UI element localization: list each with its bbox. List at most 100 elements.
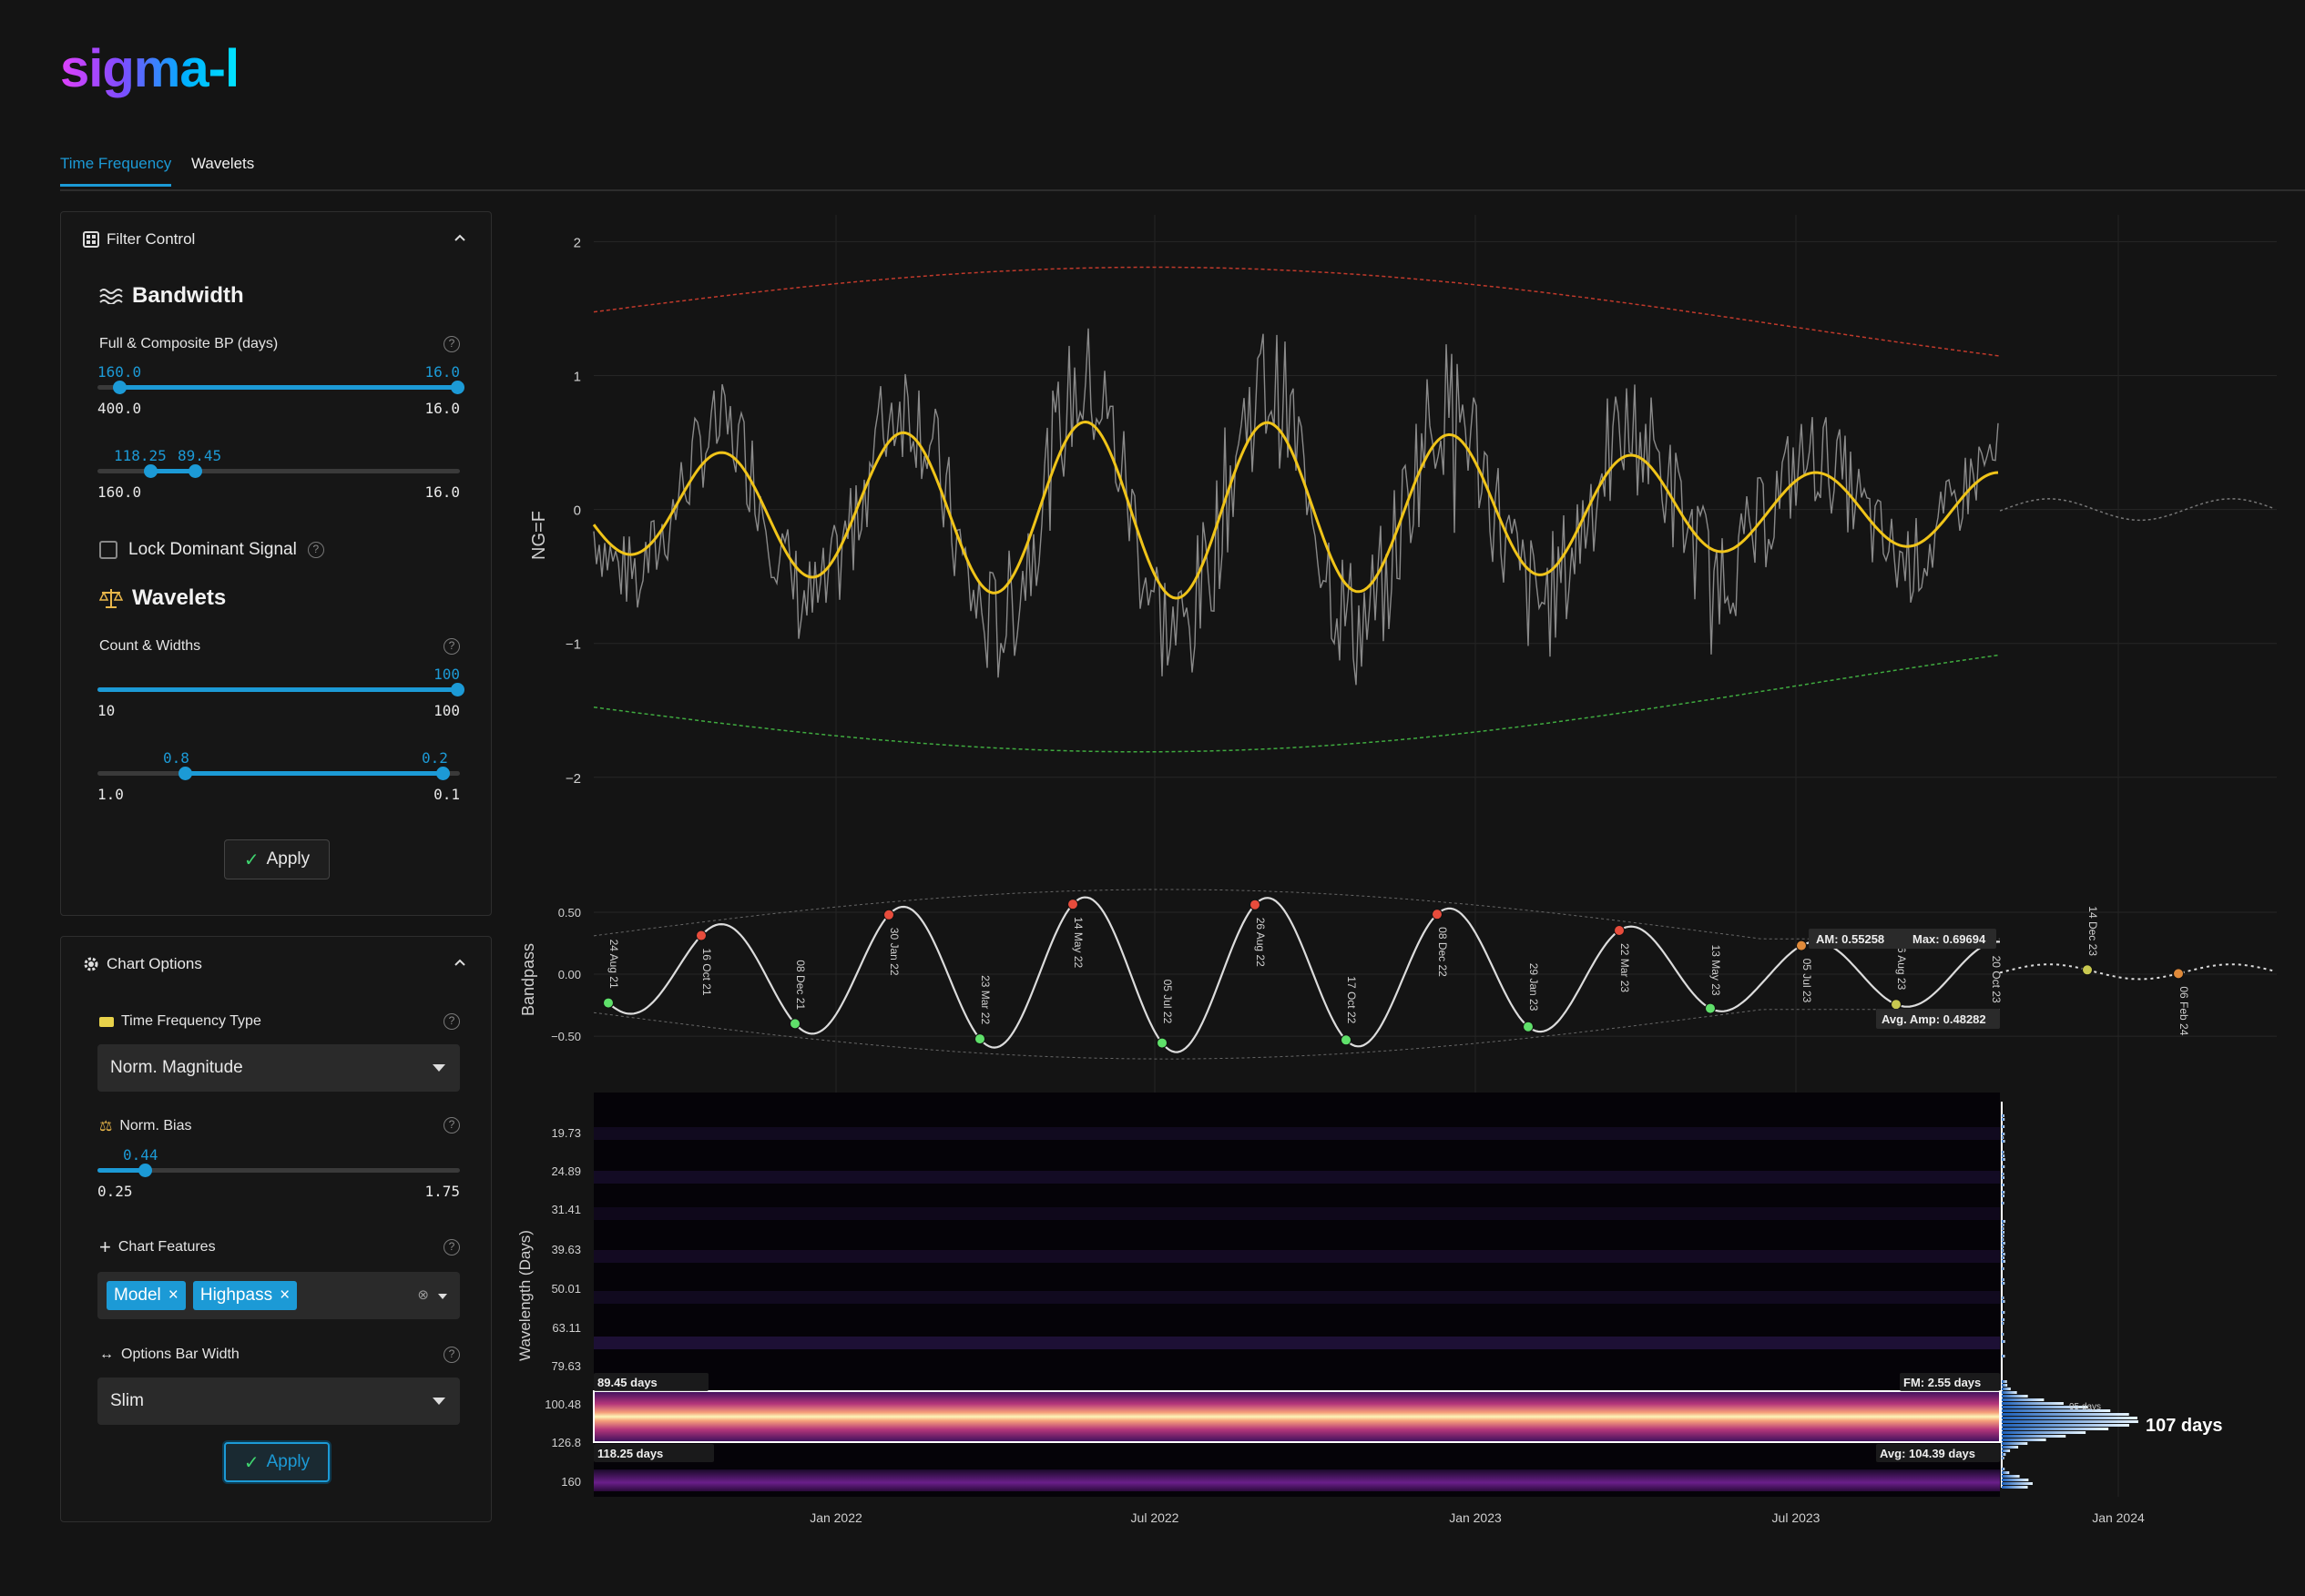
app-logo: sigma-l <box>60 39 240 98</box>
slider-thumb-high[interactable] <box>451 381 464 394</box>
remove-tag-icon[interactable]: × <box>280 1286 291 1305</box>
histogram-bar <box>2002 1438 2046 1441</box>
chart-apply-button[interactable]: ✓ Apply <box>224 1442 330 1482</box>
price-line <box>593 328 1999 686</box>
composite-bp-min: 160.0 <box>97 483 142 501</box>
slider-thumb[interactable] <box>451 683 464 696</box>
wavelet-count-value: 100 <box>433 666 460 683</box>
composite-bp-low-value: 118.25 <box>114 447 167 464</box>
help-icon[interactable]: ? <box>444 1013 460 1030</box>
help-icon[interactable]: ? <box>444 1239 460 1255</box>
histogram-bar <box>2002 1227 2004 1230</box>
norm-bias-label: Norm. Bias <box>119 1118 192 1133</box>
trough-marker <box>974 1033 985 1045</box>
lock-dominant-row[interactable]: Lock Dominant Signal ? <box>99 540 324 560</box>
histogram-bar <box>2002 1391 2017 1394</box>
peak-date-label: 24 Aug 21 <box>607 940 620 989</box>
bandwidth-title: Bandwidth <box>132 283 244 308</box>
y-tick-label: 63.11 <box>552 1321 581 1335</box>
feature-tag-model[interactable]: Model × <box>107 1281 186 1310</box>
composite-bp-range-slider[interactable]: 118.25 89.45 160.0 16.0 <box>97 447 460 502</box>
y-tick-label: 19.73 <box>551 1126 581 1140</box>
chart-apply-label: Apply <box>266 1452 311 1471</box>
y-tick-label: 0.50 <box>558 906 581 920</box>
heatmap-y-axis: 19.73 24.89 31.41 39.63 50.01 63.11 79.63 100.4… <box>545 1126 581 1489</box>
norm-bias-label-row: ⚖ Norm. Bias <box>99 1117 191 1135</box>
caret-down-icon[interactable] <box>438 1294 447 1299</box>
svg-text:Avg. Amp: 0.48282: Avg. Amp: 0.48282 <box>1882 1012 1986 1026</box>
histogram-bar <box>2002 1318 2005 1321</box>
bar-width-select[interactable]: Slim <box>97 1377 460 1425</box>
arrows-horizontal-icon: ↔ <box>99 1347 114 1362</box>
histogram-bar <box>2002 1173 2004 1175</box>
heatmap-faint-band <box>594 1250 2000 1263</box>
check-icon: ✓ <box>243 1452 260 1473</box>
price-y-axis: 2 1 0 −1 −2 <box>566 235 581 786</box>
tf-type-select[interactable]: Norm. Magnitude <box>97 1044 460 1092</box>
feature-tag-highpass[interactable]: Highpass × <box>192 1281 298 1310</box>
help-icon[interactable]: ? <box>444 1117 460 1133</box>
slider-thumb-low[interactable] <box>178 767 192 780</box>
slider-thumb-low[interactable] <box>144 464 158 478</box>
bandpass-series <box>593 889 2274 1060</box>
trough-marker <box>2082 964 2093 976</box>
check-icon: ✓ <box>243 849 260 870</box>
wavelet-widths-high-value: 0.2 <box>422 749 448 767</box>
histogram-bar <box>2002 1256 2004 1259</box>
slider-thumb-low[interactable] <box>113 381 127 394</box>
histogram-bar <box>2002 1253 2005 1255</box>
histogram-bar <box>2002 1431 2086 1434</box>
heatmap-dominant-band <box>594 1391 2000 1442</box>
y-tick-label: 79.63 <box>551 1359 581 1373</box>
wavelet-widths-slider[interactable]: 0.8 0.2 1.0 0.1 <box>97 749 460 804</box>
band-lower-label: 118.25 days <box>597 1447 663 1460</box>
band-selection-box <box>593 1390 2001 1443</box>
tab-wavelets[interactable]: Wavelets <box>191 155 255 172</box>
heatmap-faint-band <box>594 1291 2000 1304</box>
tab-bar: Time Frequency Wavelets <box>60 153 2305 191</box>
peak-date-label: 05 Jul 22 <box>1161 980 1174 1024</box>
trough-marker <box>1341 1034 1351 1046</box>
slider-thumb-high[interactable] <box>436 767 450 780</box>
help-icon[interactable]: ? <box>444 336 460 352</box>
help-icon[interactable]: ? <box>307 542 324 558</box>
histogram-bar <box>2002 1395 2028 1398</box>
tab-time-frequency[interactable]: Time Frequency <box>60 155 172 187</box>
histogram-bar <box>2002 1300 2005 1303</box>
chart-features-label-row: + Chart Features <box>99 1237 216 1257</box>
histogram-bar <box>2002 1311 2005 1314</box>
help-icon[interactable]: ? <box>444 1347 460 1363</box>
chevron-up-icon[interactable] <box>451 229 469 247</box>
bar-width-value: Slim <box>110 1391 144 1410</box>
help-icon[interactable]: ? <box>444 638 460 655</box>
peak-marker <box>1614 925 1625 937</box>
histogram-bar <box>2002 1184 2004 1186</box>
chevron-up-icon[interactable] <box>451 953 469 971</box>
time-frequency-chart[interactable]: 2 1 0 −1 −2 NG=F 24 Aug 21 16 Oct 21 08 Dec 21… <box>510 208 2295 1555</box>
balance-scale-icon <box>99 589 123 608</box>
remove-tag-icon[interactable]: × <box>168 1286 178 1305</box>
wavelet-count-max: 100 <box>433 702 460 719</box>
composite-bandpass-series <box>592 420 2274 600</box>
slider-thumb[interactable] <box>138 1164 152 1177</box>
histogram-bar <box>2002 1158 2005 1161</box>
card-icon <box>99 1016 114 1027</box>
histogram-bar <box>2002 1231 2004 1234</box>
histogram-bar <box>2002 1486 2028 1489</box>
slider-thumb-high[interactable] <box>189 464 202 478</box>
hist-small-peak-label: 95 days <box>2069 1402 2101 1412</box>
composite-bp-max: 16.0 <box>424 483 460 501</box>
norm-bias-slider[interactable]: 0.44 0.25 1.75 <box>97 1146 460 1201</box>
histogram-bar <box>2002 1235 2004 1237</box>
full-bp-range-slider[interactable]: 160.0 16.0 400.0 16.0 <box>97 363 464 418</box>
peak-date-label: 13 May 23 <box>1709 945 1722 996</box>
peak-date-label: 20 Oct 23 <box>1990 956 2003 1003</box>
lock-dominant-checkbox[interactable] <box>99 541 117 559</box>
wavelet-count-slider[interactable]: 100 10 100 <box>97 666 464 720</box>
x-tick-label: Jan 2023 <box>1449 1510 1502 1525</box>
clear-icon[interactable]: ⊗ <box>417 1287 429 1303</box>
filter-apply-button[interactable]: ✓ Apply <box>224 839 330 879</box>
histogram-bar <box>2002 1420 2138 1423</box>
histogram-bar <box>2002 1151 2004 1154</box>
chart-features-multiselect[interactable]: Model × Highpass × ⊗ <box>97 1272 460 1319</box>
